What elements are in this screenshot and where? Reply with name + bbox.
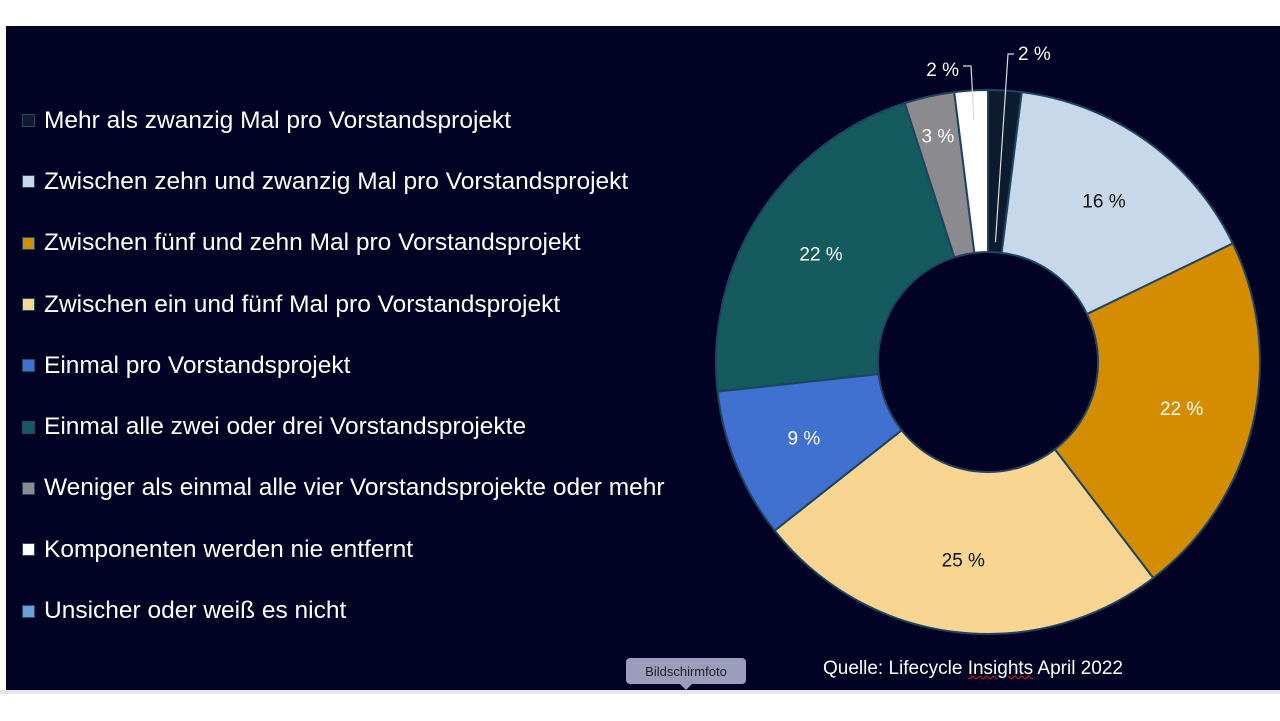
data-label: 9 % bbox=[787, 428, 820, 449]
donut-slice bbox=[953, 88, 989, 254]
legend-item: Einmal alle zwei oder drei Vorstandsproj… bbox=[22, 396, 665, 457]
legend-label: Einmal alle zwei oder drei Vorstandsproj… bbox=[44, 413, 527, 441]
donut-chart: 2 % 16 % 22 % 25 % 9 % 22 % 3 % 2 % bbox=[715, 44, 1261, 635]
data-label: 3 % bbox=[922, 126, 955, 147]
legend-swatch bbox=[22, 175, 35, 189]
legend-label: Unsicher oder weiß es nicht bbox=[44, 597, 347, 625]
leader-line bbox=[994, 53, 1014, 243]
legend-item: Zwischen fünf und zehn Mal pro Vorstands… bbox=[22, 213, 665, 274]
donut-slice bbox=[1000, 90, 1235, 316]
legend-swatch bbox=[22, 604, 35, 618]
legend-swatch bbox=[22, 543, 35, 557]
screenshot-tooltip: Bildschirmfoto bbox=[626, 658, 746, 690]
legend-item: Zwischen ein und fünf Mal pro Vorstandsp… bbox=[22, 274, 665, 335]
leader-line bbox=[963, 65, 975, 121]
legend-swatch bbox=[22, 359, 35, 373]
source-underlined-word: Insights bbox=[967, 658, 1034, 679]
data-label: 22 % bbox=[799, 245, 842, 266]
slide: Mehr als zwanzig Mal pro Vorstandsprojek… bbox=[6, 26, 1280, 690]
legend-item: Zwischen zehn und zwanzig Mal pro Vorsta… bbox=[22, 151, 665, 212]
legend-label: Zwischen ein und fünf Mal pro Vorstandsp… bbox=[44, 290, 561, 318]
legend-swatch bbox=[22, 481, 35, 495]
legend-label: Zwischen zehn und zwanzig Mal pro Vorsta… bbox=[44, 167, 629, 195]
data-label: 25 % bbox=[942, 550, 985, 571]
donut-slice bbox=[715, 101, 956, 393]
legend-item: Einmal pro Vorstandsprojekt bbox=[22, 335, 665, 396]
data-label: 2 % bbox=[1018, 44, 1051, 65]
legend-item: Komponenten werden nie entfernt bbox=[22, 519, 665, 580]
source-suffix: April 2022 bbox=[1033, 658, 1123, 679]
donut-slice bbox=[1053, 242, 1261, 580]
legend-label: Komponenten werden nie entfernt bbox=[44, 535, 414, 563]
chart-legend: Mehr als zwanzig Mal pro Vorstandsprojek… bbox=[22, 90, 665, 642]
bottom-divider bbox=[0, 690, 1280, 694]
donut-slice bbox=[773, 428, 1155, 635]
legend-item: Unsicher oder weiß es nicht bbox=[22, 580, 665, 641]
legend-item: Weniger als einmal alle vier Vorstandspr… bbox=[22, 458, 665, 519]
source-prefix: Quelle: Lifecycle bbox=[823, 658, 968, 679]
data-label: 22 % bbox=[1160, 399, 1203, 420]
legend-swatch bbox=[22, 236, 35, 250]
legend-swatch bbox=[22, 420, 35, 434]
data-label: 16 % bbox=[1082, 191, 1125, 212]
legend-label: Zwischen fünf und zehn Mal pro Vorstands… bbox=[44, 229, 581, 257]
legend-label: Weniger als einmal alle vier Vorstandspr… bbox=[44, 474, 665, 502]
legend-swatch bbox=[22, 298, 35, 312]
legend-item: Mehr als zwanzig Mal pro Vorstandsprojek… bbox=[22, 90, 665, 151]
data-label: 2 % bbox=[926, 60, 959, 81]
source-note: Quelle: Lifecycle Insights April 2022 bbox=[823, 658, 1123, 680]
legend-label: Einmal pro Vorstandsprojekt bbox=[44, 351, 351, 379]
legend-swatch bbox=[22, 114, 35, 128]
legend-label: Mehr als zwanzig Mal pro Vorstandsprojek… bbox=[44, 106, 512, 134]
